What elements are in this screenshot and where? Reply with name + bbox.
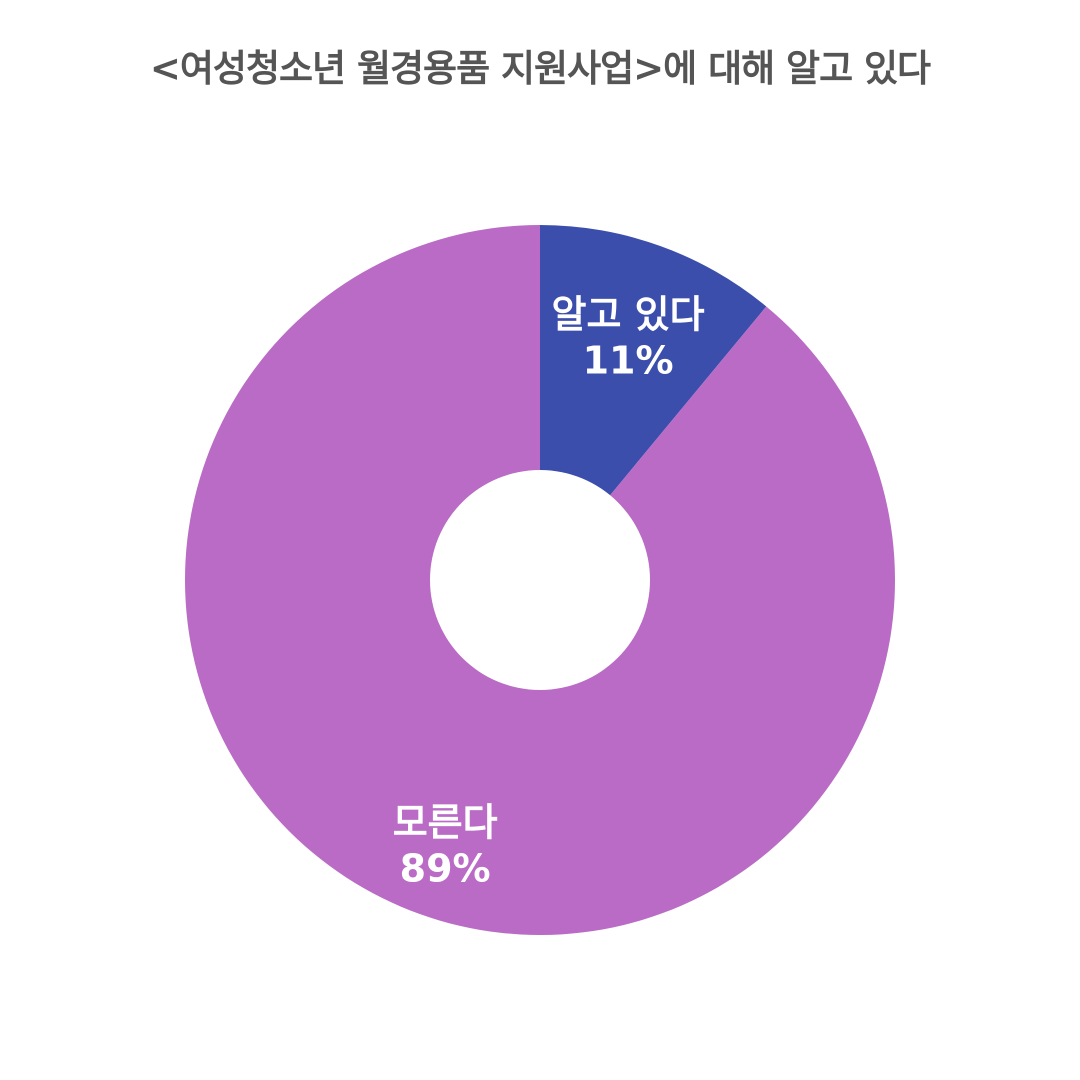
slice-1-label: 알고 있다 xyxy=(552,292,705,336)
slice-1-value: 11% xyxy=(583,338,674,382)
slice-2-label: 모른다 xyxy=(393,800,498,844)
donut-hole xyxy=(430,470,650,690)
chart-title: <여성청소년 월경용품 지원사업>에 대해 알고 있다 xyxy=(149,47,931,90)
slice-2-value: 89% xyxy=(400,846,491,890)
